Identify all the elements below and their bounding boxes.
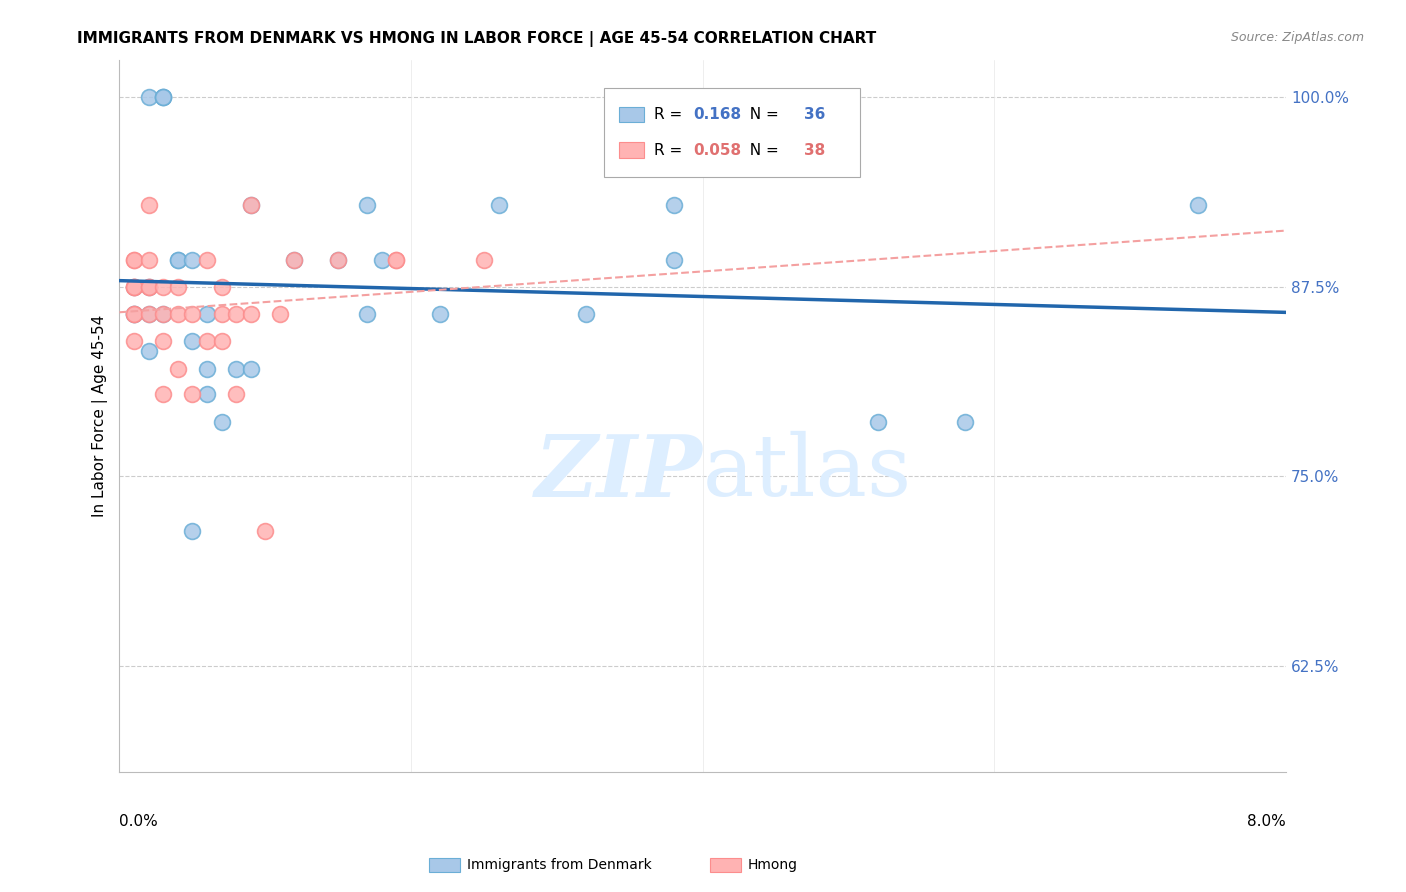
Point [254, 524, 277, 538]
Point [953, 415, 976, 429]
Point [488, 198, 510, 212]
Point [138, 307, 160, 321]
Point [122, 334, 145, 349]
Point [152, 90, 174, 104]
Point [211, 334, 233, 349]
Text: N =: N = [740, 143, 783, 158]
Point [225, 307, 247, 321]
Point [239, 198, 262, 212]
Point [181, 252, 204, 267]
Point [225, 387, 247, 401]
Point [138, 90, 160, 104]
Text: N =: N = [740, 107, 783, 122]
Point [385, 252, 408, 267]
Text: Immigrants from Denmark: Immigrants from Denmark [467, 858, 651, 872]
Point [328, 252, 350, 267]
Point [181, 307, 204, 321]
Text: IMMIGRANTS FROM DENMARK VS HMONG IN LABOR FORCE | AGE 45-54 CORRELATION CHART: IMMIGRANTS FROM DENMARK VS HMONG IN LABO… [77, 31, 876, 47]
Text: R =: R = [654, 107, 688, 122]
Point [472, 252, 495, 267]
Text: Hmong: Hmong [748, 858, 799, 872]
Point [195, 387, 218, 401]
Point [195, 361, 218, 376]
Point [195, 334, 218, 349]
Point [866, 415, 889, 429]
Point [328, 252, 350, 267]
Point [662, 252, 685, 267]
Text: Source: ZipAtlas.com: Source: ZipAtlas.com [1230, 31, 1364, 45]
Point [239, 307, 262, 321]
Point [122, 307, 145, 321]
Point [166, 307, 188, 321]
Point [181, 387, 204, 401]
Point [122, 307, 145, 321]
Point [122, 280, 145, 294]
Point [166, 280, 188, 294]
Point [166, 361, 188, 376]
FancyBboxPatch shape [619, 142, 644, 158]
Point [152, 90, 174, 104]
Text: 38: 38 [804, 143, 825, 158]
Point [138, 198, 160, 212]
Point [225, 361, 247, 376]
Point [195, 307, 218, 321]
Point [152, 307, 174, 321]
Point [138, 343, 160, 358]
Point [211, 307, 233, 321]
Text: 8.0%: 8.0% [1247, 814, 1286, 830]
Point [152, 334, 174, 349]
Point [122, 280, 145, 294]
Point [356, 307, 378, 321]
Point [138, 252, 160, 267]
Point [138, 280, 160, 294]
Point [283, 252, 305, 267]
Point [152, 90, 174, 104]
Point [138, 280, 160, 294]
Point [211, 415, 233, 429]
Point [211, 280, 233, 294]
Point [575, 307, 598, 321]
Point [122, 252, 145, 267]
Text: R =: R = [654, 143, 688, 158]
Point [152, 307, 174, 321]
FancyBboxPatch shape [603, 88, 860, 178]
Point [239, 361, 262, 376]
Text: atlas: atlas [703, 431, 912, 514]
Point [283, 252, 305, 267]
Point [662, 198, 685, 212]
Point [122, 307, 145, 321]
Y-axis label: In Labor Force | Age 45-54: In Labor Force | Age 45-54 [93, 315, 108, 516]
Point [1187, 198, 1209, 212]
Point [122, 280, 145, 294]
Point [181, 524, 204, 538]
Point [122, 280, 145, 294]
Point [166, 252, 188, 267]
Point [371, 252, 394, 267]
Point [356, 198, 378, 212]
FancyBboxPatch shape [619, 107, 644, 122]
Point [122, 307, 145, 321]
Text: 0.168: 0.168 [693, 107, 741, 122]
Point [122, 252, 145, 267]
Point [239, 198, 262, 212]
Point [181, 334, 204, 349]
Point [195, 252, 218, 267]
Point [152, 280, 174, 294]
Text: 0.0%: 0.0% [120, 814, 159, 830]
Point [385, 252, 408, 267]
Point [166, 252, 188, 267]
Point [429, 307, 451, 321]
Text: ZIP: ZIP [534, 431, 703, 515]
Point [138, 307, 160, 321]
Point [138, 280, 160, 294]
Text: 36: 36 [804, 107, 825, 122]
Point [269, 307, 291, 321]
Text: 0.058: 0.058 [693, 143, 741, 158]
Point [152, 387, 174, 401]
